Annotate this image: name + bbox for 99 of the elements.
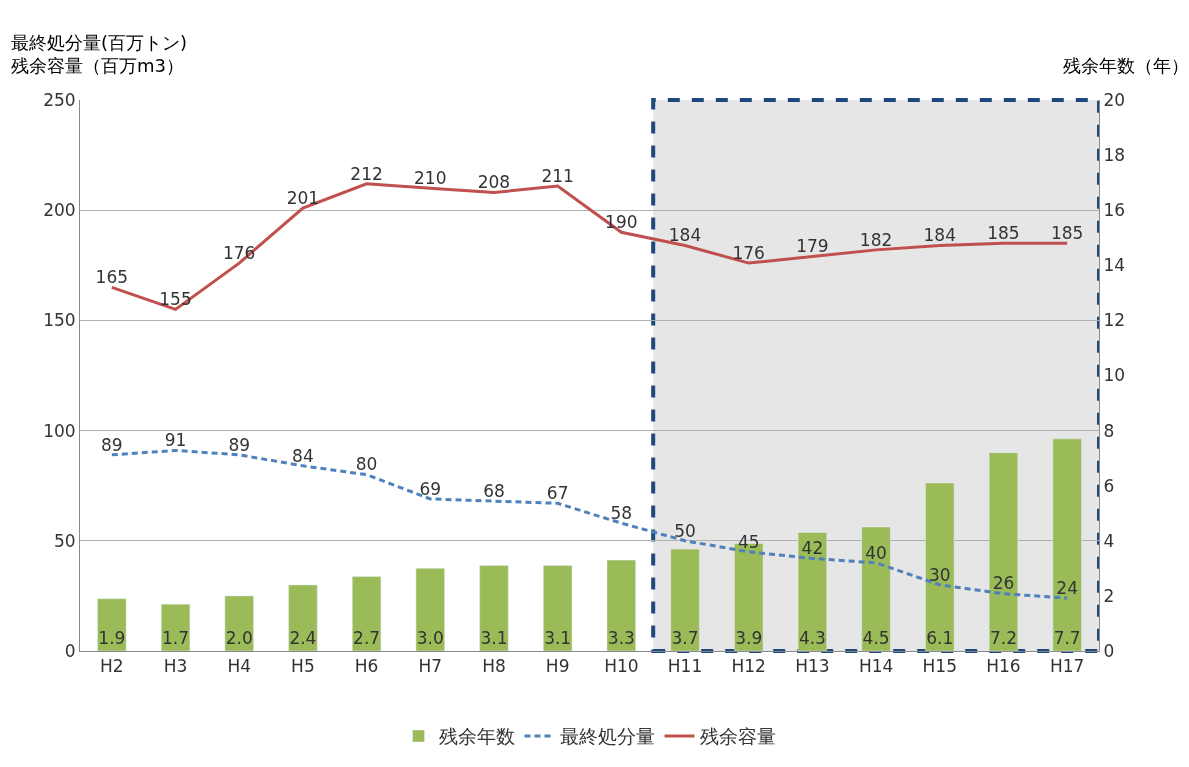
data-label: 40: [865, 542, 887, 563]
data-label: 190: [605, 211, 638, 232]
bar: [543, 565, 573, 651]
y2-tick-label: 16: [1103, 200, 1126, 221]
bar: [797, 532, 827, 651]
y2-tick-label: 12: [1103, 310, 1126, 331]
data-label: 182: [859, 229, 893, 250]
data-label: 69: [419, 478, 442, 499]
data-label: 1.9: [98, 628, 126, 648]
x-tick-label: H17: [1049, 656, 1085, 677]
x-tick-label: H13: [795, 656, 830, 677]
bar: [988, 452, 1019, 651]
x-tick-label: H4: [227, 656, 252, 677]
data-label: 4.5: [862, 628, 890, 648]
data-label: 185: [987, 223, 1020, 244]
x-tick-label: H11: [667, 656, 703, 677]
bar: [479, 565, 509, 651]
y2-axis-title: 残余年数（年）: [1063, 55, 1189, 76]
x-tick-label: H3: [163, 656, 188, 677]
x-tick-label: H16: [986, 656, 1021, 677]
bar: [160, 603, 191, 651]
y-tick-label: 50: [53, 530, 76, 551]
data-label: 3.9: [735, 628, 763, 648]
y-tick-label: 200: [43, 200, 76, 221]
data-label: 24: [1056, 577, 1078, 598]
y2-tick-label: 20: [1103, 89, 1126, 110]
x-tick-label: H10: [604, 656, 639, 677]
y2-tick-label: 0: [1103, 640, 1115, 661]
data-label: 68: [483, 480, 505, 501]
data-label: 50: [674, 520, 696, 541]
bar: [224, 595, 254, 651]
y2-tick-label: 4: [1103, 530, 1115, 551]
y-tick-label: 0: [64, 640, 76, 661]
y2-tick-label: 6: [1103, 475, 1115, 496]
bar: [670, 548, 700, 651]
bar: [415, 568, 445, 651]
data-label: 2.4: [289, 628, 317, 648]
bar: [925, 482, 955, 651]
data-label: 91: [164, 430, 187, 451]
x-tick-label: H5: [291, 656, 315, 677]
data-label: 212: [350, 163, 383, 184]
y-tick-label: 100: [43, 420, 76, 441]
data-label: 208: [477, 172, 511, 193]
data-label: 176: [732, 242, 765, 263]
data-label: 184: [668, 225, 702, 246]
y-tick-label: 250: [43, 89, 76, 110]
data-label: 211: [541, 165, 574, 186]
data-label: 2.0: [225, 628, 253, 648]
data-label: 3.1: [544, 628, 572, 648]
data-label: 80: [355, 454, 378, 475]
data-label: 184: [923, 225, 957, 246]
data-label: 58: [610, 502, 633, 523]
y2-tick-label: 2: [1103, 585, 1115, 606]
y-tick-label: 150: [43, 310, 76, 331]
x-tick-label: H2: [100, 656, 124, 677]
y2-tick-label: 10: [1103, 365, 1126, 386]
data-label: 30: [928, 564, 951, 585]
data-label: 3.0: [416, 628, 444, 648]
x-tick-label: H9: [545, 656, 570, 677]
x-tick-label: H6: [354, 656, 379, 677]
data-label: 210: [414, 167, 447, 188]
legend-label: 残余年数: [438, 725, 515, 748]
bar: [606, 559, 636, 651]
x-tick-label: H12: [731, 656, 766, 677]
bar: [352, 576, 382, 651]
legend-label: 最終処分量: [559, 725, 655, 748]
data-label: 4.3: [798, 628, 826, 648]
bar: [288, 584, 318, 651]
y-axis-title: 最終処分量(百万トン) 残余容量（百万m3）: [11, 32, 188, 77]
data-label: 2.7: [353, 628, 381, 648]
x-tick-label: H8: [482, 656, 506, 677]
bar: [861, 526, 891, 651]
y2-tick-label: 14: [1103, 255, 1126, 276]
data-label: 179: [796, 236, 829, 257]
data-label: 26: [992, 573, 1015, 594]
data-label: 3.3: [607, 628, 635, 648]
x-tick-label: H14: [858, 656, 894, 677]
data-label: 67: [546, 483, 569, 504]
data-label: 185: [1050, 223, 1084, 244]
data-label: 42: [801, 538, 824, 559]
y2-tick-label: 18: [1103, 145, 1126, 166]
data-label: 7.2: [989, 628, 1017, 648]
bar: [97, 598, 127, 651]
data-label: 3.7: [671, 628, 699, 648]
data-label: 6.1: [926, 628, 954, 648]
data-label: 155: [159, 289, 192, 310]
data-label: 165: [95, 267, 129, 288]
y2-tick-label: 8: [1103, 420, 1115, 441]
x-tick-label: H7: [418, 656, 443, 677]
data-label: 1.7: [162, 628, 190, 648]
data-label: 89: [228, 434, 251, 455]
bar: [1052, 438, 1082, 651]
data-label: 3.1: [480, 628, 508, 648]
legend-label: 残余容量: [699, 725, 776, 748]
data-label: 201: [286, 187, 320, 208]
x-tick-label: H15: [922, 656, 957, 677]
data-label: 7.7: [1053, 628, 1081, 648]
data-label: 84: [292, 445, 314, 466]
data-label: 89: [101, 434, 123, 455]
